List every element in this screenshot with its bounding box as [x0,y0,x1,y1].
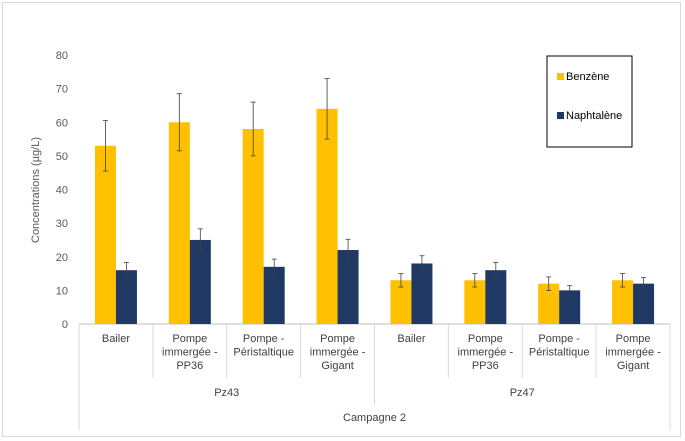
bar-benzene-0 [94,145,116,324]
y-tick-label-1: 10 [56,285,68,297]
y-tick-label-5: 50 [56,151,68,163]
category-label-1: Pompe immergée -PP36 [162,333,218,372]
bar-benzene-1 [168,122,190,324]
bar-benzene-7 [612,280,634,324]
category-label-5: Pompe immergée -PP36 [458,333,514,372]
group-label-pz47: Pz47 [510,387,535,399]
bar-benzene-2 [242,128,264,324]
bar-naphtalene-0 [115,270,137,324]
top-group-label: Campagne 2 [343,412,406,424]
bar-naphtalene-4 [411,263,433,324]
bar-naphtalene-6 [559,290,581,324]
y-axis-label: Concentrations (µg/L) [30,137,42,243]
category-label-6: Pompe -Péristaltique [529,333,590,359]
bar-benzene-3 [316,108,338,324]
bar-benzene-4 [390,280,412,324]
y-tick-label-7: 70 [56,84,68,96]
category-label-0: Bailer [102,333,130,345]
legend-swatch-naphtalene [557,112,564,119]
y-tick-label-8: 80 [56,50,68,62]
bar-naphtalene-5 [485,270,507,324]
category-label-3: Pompe immergée -Gigant [310,333,366,372]
y-tick-label-2: 20 [56,252,68,264]
bar-benzene-6 [538,283,560,324]
category-label-7: Pompe immergée -Gigant [605,333,661,372]
bar-naphtalene-2 [263,266,285,324]
legend-label-naphtalene: Naphtalène [566,110,622,122]
bar-naphtalene-7 [633,283,655,324]
legend-label-benzene: Benzène [566,71,609,83]
bar-naphtalene-1 [189,239,211,324]
y-tick-label-6: 60 [56,117,68,129]
y-tick-label-4: 40 [56,185,68,197]
legend-box [546,55,633,148]
category-label-2: Pompe -Péristaltique [233,333,294,359]
y-tick-label-0: 0 [62,319,68,331]
bar-naphtalene-3 [337,250,359,324]
legend-swatch-benzene [557,73,564,80]
group-label-pz43: Pz43 [214,387,239,399]
bar-benzene-5 [464,280,486,324]
category-label-4: Bailer [397,333,425,345]
y-tick-label-3: 30 [56,218,68,230]
